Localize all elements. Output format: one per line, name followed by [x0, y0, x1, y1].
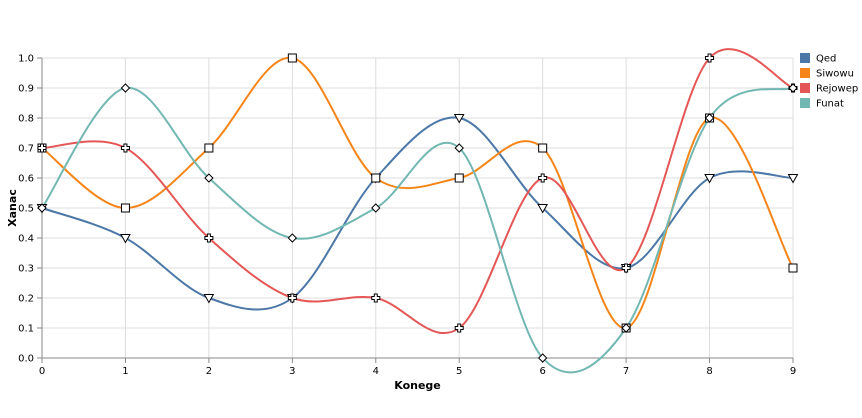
marker-diamond: [454, 143, 464, 153]
legend-label: Rejowep: [816, 84, 858, 95]
y-tick-label: 0.8: [18, 114, 34, 125]
marker-cross: [204, 233, 214, 243]
marker-cross: [120, 143, 130, 153]
legend-swatch: [800, 53, 810, 63]
marker-diamond: [621, 323, 631, 333]
marker-triangle-down: [787, 174, 799, 184]
series-line-siwowu: [41, 56, 794, 329]
marker-cross: [454, 323, 464, 333]
y-tick-label: 0.1: [18, 324, 34, 335]
marker-diamond: [704, 113, 715, 123]
marker-cross: [37, 143, 47, 153]
marker-square: [287, 53, 297, 63]
y-axis-title: Xanac: [6, 189, 19, 227]
marker-cross: [705, 53, 715, 63]
x-tick-label: 6: [539, 366, 545, 377]
marker-diamond: [287, 233, 298, 243]
series-lines: [41, 48, 794, 374]
x-tick-label: 9: [790, 366, 796, 377]
marker-square: [788, 263, 798, 273]
series-markers: [36, 53, 799, 363]
x-tick-label: 3: [289, 366, 295, 377]
marker-square: [120, 203, 130, 213]
marker-square: [371, 173, 381, 183]
legend-swatch: [800, 98, 810, 108]
marker-square: [204, 143, 214, 153]
x-tick-label: 7: [623, 366, 629, 377]
marker-triangle-down: [537, 204, 549, 214]
marker-diamond: [204, 173, 214, 183]
marker-diamond: [371, 203, 381, 213]
marker-diamond: [120, 83, 131, 93]
series-line-rejowep: [41, 48, 794, 335]
series-line-qed: [41, 116, 794, 311]
y-tick-label: 1.0: [18, 54, 34, 65]
legend-label: Funat: [816, 99, 844, 110]
y-tick-label: 0.5: [18, 204, 34, 215]
legend-label: Qed: [816, 54, 836, 65]
legend-swatch: [800, 83, 810, 93]
marker-diamond: [788, 83, 798, 93]
marker-triangle-down: [453, 114, 465, 124]
marker-triangle-down: [704, 174, 715, 184]
x-axis-title: Konege: [394, 379, 441, 392]
marker-triangle-down: [120, 234, 131, 244]
y-tick-label: 0.6: [18, 174, 34, 185]
marker-diamond: [37, 203, 47, 213]
marker-square: [454, 173, 464, 183]
x-tick-label: 4: [373, 366, 379, 377]
y-tick-label: 0.4: [18, 234, 34, 245]
x-tick-label: 0: [39, 366, 45, 377]
legend-label: Siwowu: [816, 69, 854, 80]
x-tick-label: 2: [206, 366, 212, 377]
x-tick-label: 8: [706, 366, 712, 377]
marker-diamond: [537, 353, 548, 363]
legend: Qed Siwowu Rejowep Funat: [800, 53, 858, 110]
marker-cross: [538, 173, 548, 183]
series-line-funat: [41, 86, 794, 374]
y-tick-label: 0.3: [18, 264, 34, 275]
x-tick-label: 5: [456, 366, 462, 377]
marker-cross: [287, 293, 297, 303]
legend-swatch: [800, 68, 810, 78]
y-tick-label: 0.7: [18, 144, 34, 155]
y-tick-label: 0.2: [18, 294, 34, 305]
marker-triangle-down: [203, 294, 215, 304]
y-tick-label: 0.9: [18, 84, 34, 95]
x-tick-label: 1: [122, 366, 128, 377]
y-tick-label: 0.0: [18, 354, 34, 365]
marker-cross: [621, 263, 631, 273]
marker-cross: [371, 293, 381, 303]
marker-square: [538, 143, 548, 153]
